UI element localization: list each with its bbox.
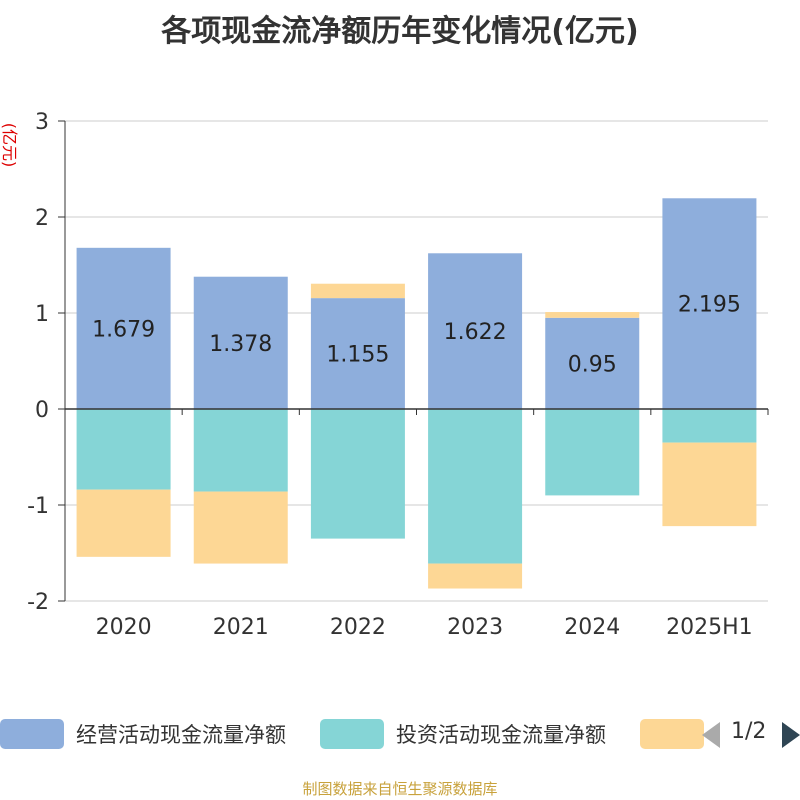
legend-swatch-investing [320, 719, 384, 749]
y-tick-label: 3 [35, 110, 49, 135]
data-label: 1.622 [444, 320, 507, 345]
chart-title: 各项现金流净额历年变化情况(亿元) [161, 14, 639, 49]
y-tick-label: -2 [27, 590, 49, 615]
legend-item-third[interactable] [640, 716, 704, 752]
y-tick-label: 1 [35, 302, 49, 327]
legend: 经营活动现金流量净额 投资活动现金流量净额 [0, 716, 800, 752]
legend-page-indicator: 1/2 [731, 719, 767, 744]
bar-series-0-2023 [428, 253, 523, 409]
bar-series-1-2025H1 [662, 409, 757, 443]
source-note: 制图数据来自恒生聚源数据库 [302, 780, 498, 798]
legend-swatch-operating [0, 719, 64, 749]
bar-series-2-2025H1 [662, 442, 757, 527]
data-label: 1.155 [326, 343, 389, 368]
chart-area: 3 2 1 0 -1 -2 (亿元) 1.679 1.378 1.155 1.622 0.95 2.19… [0, 110, 769, 640]
prev-page-icon[interactable] [702, 722, 720, 748]
bar-series-1-2023 [428, 409, 523, 564]
legend-label-operating: 经营活动现金流量净额 [76, 723, 286, 747]
x-tick-label: 2022 [330, 615, 386, 640]
y-tick-label: -1 [27, 494, 49, 519]
data-label: 1.378 [209, 332, 272, 357]
bar-series-0-2020 [76, 247, 171, 409]
y-axis-label: (亿元) [0, 123, 19, 168]
x-tick-label: 2021 [213, 615, 269, 640]
legend-item-investing[interactable]: 投资活动现金流量净额 [320, 716, 606, 752]
x-tick-label: 2023 [447, 615, 503, 640]
x-tick-label: 2024 [564, 615, 620, 640]
y-tick-label: 0 [35, 398, 49, 423]
x-tick-label: 2020 [96, 615, 152, 640]
bar-series-0-2024 [545, 317, 640, 409]
bar-series-0-2021 [193, 276, 288, 409]
bar-series-2-2022 [310, 283, 405, 299]
bar-series-1-2022 [310, 409, 405, 539]
next-page-icon[interactable] [782, 722, 800, 748]
bar-series-1-2020 [76, 409, 171, 490]
bar-series-2-2024 [545, 312, 640, 318]
legend-swatch-third [640, 719, 704, 749]
x-tick-label: 2025H1 [666, 615, 753, 640]
data-label: 0.95 [568, 352, 617, 377]
bar-series-1-2024 [545, 409, 640, 496]
legend-label-investing: 投资活动现金流量净额 [396, 723, 606, 747]
bar-series-2-2020 [76, 489, 171, 557]
bar-series-2-2023 [428, 563, 523, 589]
bar-series-0-2022 [310, 298, 405, 409]
bar-series-2-2021 [193, 491, 288, 564]
legend-item-operating[interactable]: 经营活动现金流量净额 [0, 716, 286, 752]
y-tick-label: 2 [35, 206, 49, 231]
legend-pager: 1/2 [700, 716, 800, 752]
data-label: 2.195 [678, 293, 741, 318]
bar-series-1-2021 [193, 409, 288, 492]
bar-series-0-2025H1 [662, 198, 757, 409]
data-label: 1.679 [92, 317, 155, 342]
